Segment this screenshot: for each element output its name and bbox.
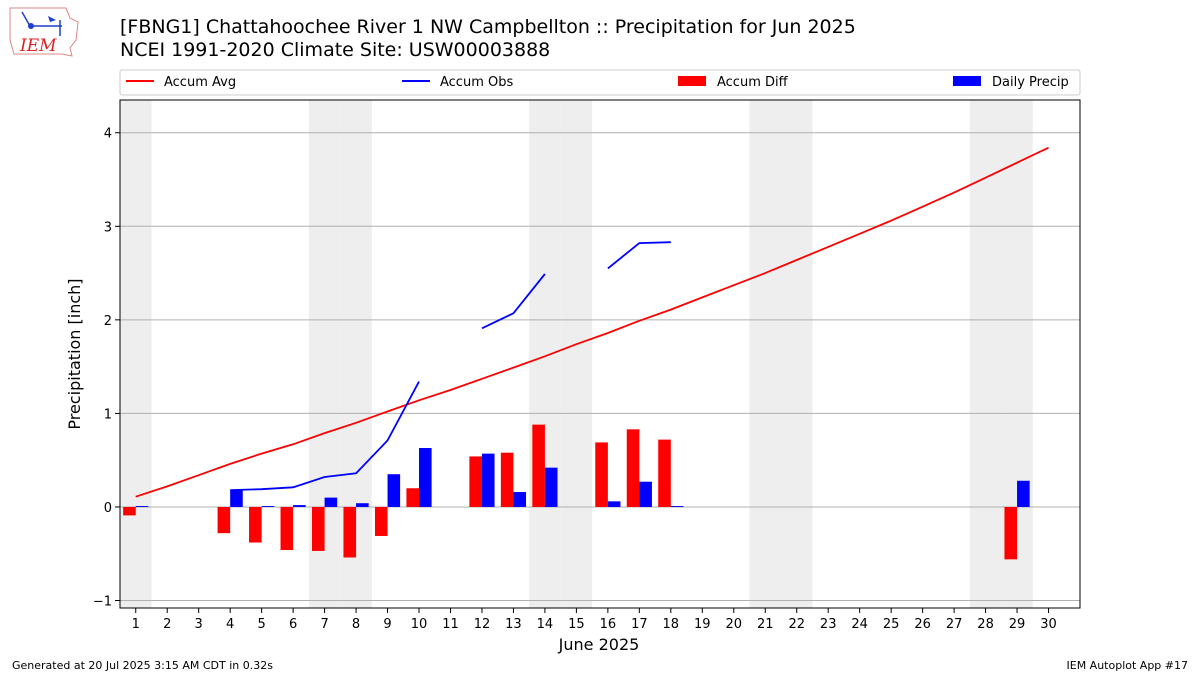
weekend-band-15	[560, 100, 593, 608]
x-tick-label-7: 7	[320, 617, 328, 632]
x-tick-label-28: 28	[977, 617, 994, 632]
legend-swatch-accum-diff	[678, 76, 706, 86]
weekend-band-22	[780, 100, 813, 608]
daily-precip-bar-day-29	[1017, 480, 1030, 507]
daily-precip-bar-day-14	[544, 467, 558, 507]
x-tick-label-8: 8	[352, 617, 360, 632]
x-axis-label: June 2025	[558, 635, 640, 654]
x-tick-label-13: 13	[505, 617, 522, 632]
legend-label-accum-avg: Accum Avg	[164, 75, 236, 90]
accum-diff-bar-day-16	[595, 442, 608, 507]
x-tick-label-29: 29	[1009, 617, 1026, 632]
accum-diff-bar-day-29	[1004, 506, 1018, 560]
footer-generated: Generated at 20 Jul 2025 3:15 AM CDT in …	[12, 659, 273, 672]
x-tick-label-23: 23	[820, 617, 837, 632]
x-tick-label-11: 11	[442, 617, 459, 632]
accum-obs-line-segment-2	[607, 241, 671, 270]
x-tick-label-19: 19	[694, 617, 711, 632]
logo-text: IEM	[19, 36, 57, 56]
accum-diff-bar-day-4	[217, 506, 231, 534]
daily-precip-bar-day-18	[670, 506, 684, 507]
accum-obs-line-segment-1	[481, 273, 546, 330]
x-tick-label-14: 14	[537, 617, 554, 632]
daily-precip-bar-day-9	[387, 474, 401, 507]
x-tick-label-22: 22	[788, 617, 805, 632]
x-tick-label-20: 20	[725, 617, 742, 632]
weekend-band-14	[529, 100, 561, 608]
x-tick-label-6: 6	[289, 617, 297, 632]
y-tick-label-1: 1	[104, 407, 112, 422]
accum-diff-bar-day-13	[500, 452, 514, 507]
chart-title-line2: NCEI 1991-2020 Climate Site: USW00003888	[120, 39, 551, 61]
chart-title-line1: [FBNG1] Chattahoochee River 1 NW Campbel…	[120, 16, 856, 38]
y-tick-label-2: 2	[104, 314, 112, 329]
accum-obs-line-segment-0	[230, 381, 420, 491]
accum-diff-bar-day-5	[249, 506, 262, 543]
legend-label-accum-obs: Accum Obs	[440, 75, 513, 90]
x-tick-label-9: 9	[383, 617, 391, 632]
daily-precip-bar-day-12	[481, 453, 495, 507]
x-tick-label-26: 26	[914, 617, 931, 632]
y-axis-label: Precipitation [inch]	[65, 278, 84, 429]
x-tick-label-5: 5	[257, 617, 265, 632]
accum-diff-bar-day-10	[406, 488, 420, 507]
accum-diff-bar-day-9	[374, 506, 388, 536]
x-tick-label-21: 21	[757, 617, 774, 632]
daily-precip-bar-day-13	[513, 491, 527, 507]
legend-label-accum-diff: Accum Diff	[717, 75, 789, 90]
x-tick-label-1: 1	[132, 617, 140, 632]
x-tick-label-25: 25	[883, 617, 900, 632]
x-tick-label-4: 4	[226, 617, 234, 632]
daily-precip-bar-day-5	[261, 506, 275, 507]
plot-frame	[119, 99, 1081, 609]
daily-precip-bar-day-10	[419, 448, 432, 507]
x-tick-label-27: 27	[946, 617, 963, 632]
daily-precip-bar-day-16	[607, 501, 621, 507]
x-tick-label-18: 18	[663, 617, 680, 632]
x-tick-label-10: 10	[411, 617, 428, 632]
accum-diff-bar-day-12	[469, 456, 482, 507]
daily-precip-bar-day-4	[230, 490, 243, 507]
daily-precip-bar-day-1	[135, 506, 149, 507]
accum-diff-bar-day-6	[280, 506, 294, 550]
daily-precip-bar-day-7	[324, 497, 338, 507]
weekend-band-1	[120, 100, 152, 608]
y-tick-label-4: 4	[104, 127, 112, 142]
legend-swatch-daily-precip	[953, 76, 981, 86]
x-tick-label-16: 16	[600, 617, 617, 632]
accum-diff-bar-day-17	[626, 429, 640, 507]
legend: Accum Avg Accum Obs Accum Diff Daily Pre…	[119, 69, 1081, 96]
x-tick-label-3: 3	[195, 617, 203, 632]
accum-avg-line-segment-0	[135, 146, 1049, 498]
x-tick-label-30: 30	[1040, 617, 1057, 632]
x-tick-label-17: 17	[631, 617, 648, 632]
x-tick-label-24: 24	[851, 617, 868, 632]
accum-diff-bar-day-7	[312, 506, 325, 551]
iem-logo: IEM	[9, 7, 79, 57]
accum-diff-bar-day-8	[343, 506, 357, 558]
x-tick-label-2: 2	[163, 617, 171, 632]
y-tick-label-3: 3	[104, 220, 112, 235]
x-tick-label-12: 12	[474, 617, 491, 632]
weekend-band-21	[749, 100, 781, 608]
weekend-band-28	[969, 100, 1002, 608]
accum-diff-bar-day-18	[658, 439, 671, 507]
legend-label-daily-precip: Daily Precip	[992, 75, 1069, 90]
footer-app: IEM Autoplot App #17	[1066, 659, 1189, 672]
daily-precip-bar-day-17	[639, 481, 652, 507]
x-tick-label-15: 15	[568, 617, 585, 632]
daily-precip-bar-day-6	[293, 505, 306, 507]
y-tick-label--1: −1	[93, 595, 112, 610]
y-tick-label-0: 0	[104, 501, 112, 516]
accum-diff-bar-day-1	[123, 506, 136, 516]
accum-diff-bar-day-14	[532, 424, 545, 507]
daily-precip-bar-day-8	[356, 503, 369, 507]
